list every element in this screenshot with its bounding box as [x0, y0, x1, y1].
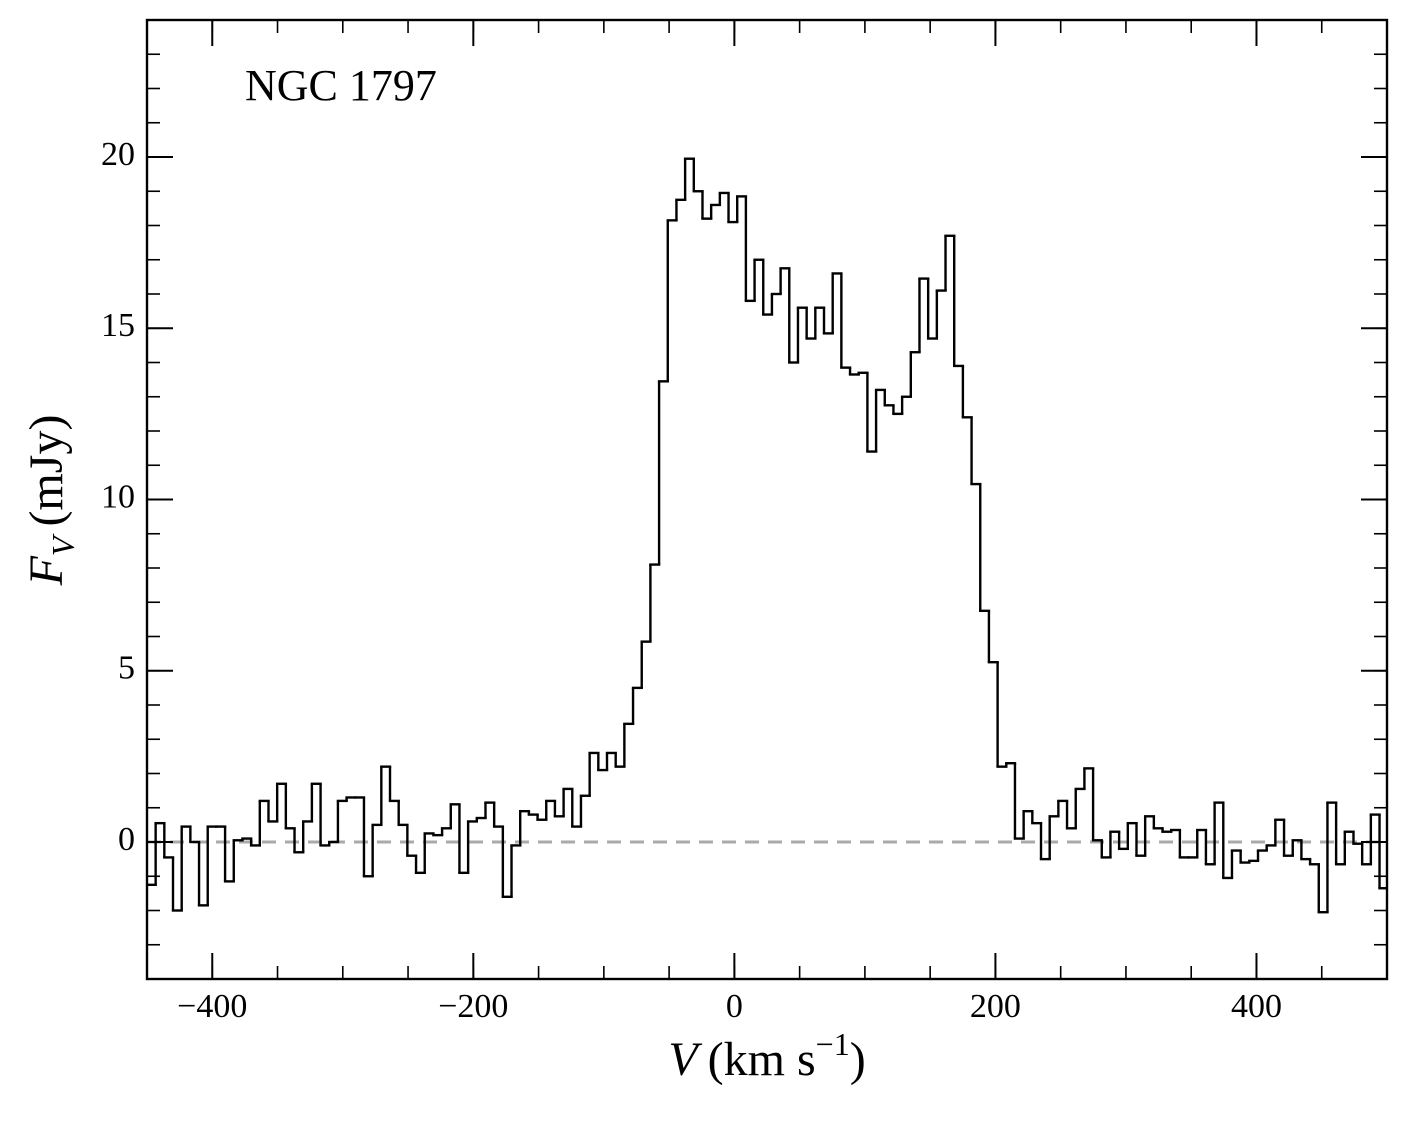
y-label-symbol: F — [20, 555, 73, 586]
y-label-subscript: V — [45, 533, 81, 556]
x-tick-label: 400 — [1231, 988, 1282, 1025]
x-tick-label: −400 — [177, 988, 247, 1025]
x-tick-label: 0 — [726, 988, 743, 1025]
step-risers — [154, 158, 1381, 913]
x-axis-label: V (km s−1) — [668, 1026, 865, 1086]
y-label-unit: (mJy) — [20, 415, 73, 527]
annotation: NGC 1797 — [245, 61, 437, 110]
x-label-close: ) — [850, 1033, 866, 1086]
plot-frame — [145, 18, 1389, 981]
x-tick-label: −200 — [438, 988, 508, 1025]
y-tick-label: 10 — [101, 478, 135, 515]
x-label-unit: (km s — [708, 1033, 816, 1086]
x-label-symbol: V — [668, 1033, 702, 1086]
y-tick-label: 20 — [101, 136, 135, 173]
x-tick-label: 200 — [970, 988, 1021, 1025]
y-tick-label: 5 — [118, 650, 135, 687]
x-label-superscript: −1 — [816, 1026, 850, 1062]
spectrum — [147, 157, 1387, 914]
y-tick-label: 15 — [101, 307, 135, 344]
y-tick-label: 0 — [118, 821, 135, 858]
y-axis-label: FV (mJy) — [20, 415, 81, 587]
